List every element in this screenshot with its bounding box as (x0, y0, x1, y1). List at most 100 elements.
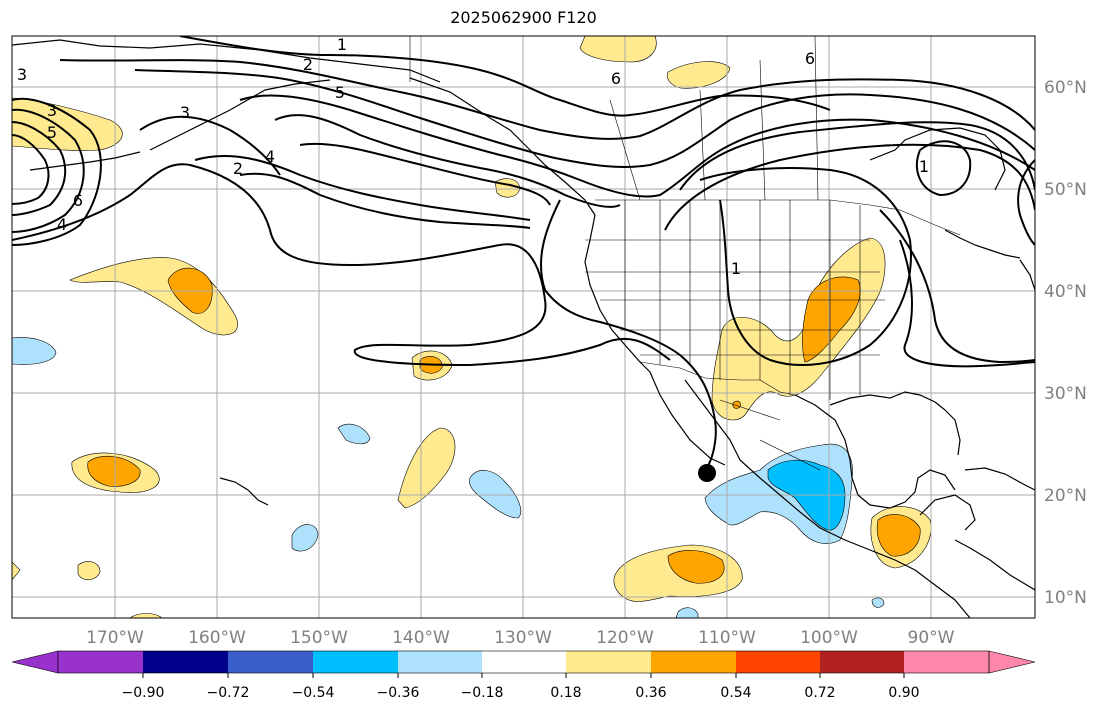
colorbar-ticks (142, 673, 905, 678)
colorbar-segment (313, 651, 398, 673)
political-borders (409, 36, 961, 471)
anomaly-positive-gulf-alaska-top (579, 36, 657, 63)
coast-great-lakes (944, 229, 1021, 259)
colorbar-segment (736, 651, 820, 673)
map-title: 2025062900 F120 (450, 8, 597, 27)
lat-label: 10°N (1044, 588, 1087, 608)
lon-label: 130°W (494, 628, 552, 648)
contour-label: 6 (611, 69, 621, 88)
contour-label: 4 (265, 147, 275, 166)
contour-nw-loop-6 (12, 134, 50, 205)
anomaly-positive-central-sub (397, 427, 456, 509)
border-us-mexico (639, 361, 796, 396)
lon-label: 170°W (86, 628, 144, 648)
contour-1-east-loop (915, 140, 972, 197)
colorbar-segment (651, 651, 736, 673)
contour-3-north (134, 69, 1035, 169)
coast-gulf-north (829, 391, 946, 411)
contour-label: 1 (919, 157, 929, 176)
colorbar-segment (58, 651, 143, 673)
coast-hudson-bay (869, 127, 1006, 191)
lon-label: 120°W (596, 628, 654, 648)
colorbar: −0.90 −0.72 −0.54 −0.36 −0.18 0.18 0.36 … (11, 650, 1036, 701)
coast-florida (944, 409, 961, 456)
colorbar-tick-label: −0.72 (207, 685, 250, 701)
colorbar-tick-label: 0.72 (804, 685, 835, 701)
anomaly-orange-epac (667, 550, 725, 584)
contour-6-north (299, 142, 551, 206)
contour-label: 5 (335, 83, 345, 102)
gridlines (12, 36, 1035, 618)
contour-nw-loop-5 (12, 121, 67, 216)
map-area: 1 2 3 3 5 6 4 2 4 3 5 6 6 1 1 (12, 35, 1035, 618)
contour-2-north (59, 59, 1035, 140)
contour-east-trough-right (879, 209, 1035, 364)
lat-label: 40°N (1044, 282, 1087, 302)
colorbar-segment (398, 651, 482, 673)
contour-nw-loop-4 (12, 108, 85, 233)
anomaly-positive-bc-coast (494, 178, 521, 198)
contour-2-lower (239, 172, 531, 229)
colorbar-segment (820, 651, 904, 673)
contour-1-high-loop (699, 167, 912, 366)
colorbar-segment (228, 651, 313, 673)
colorbar-frame (57, 650, 990, 674)
contour-1-trough (539, 199, 717, 471)
longitude-labels: 170°W 160°W 150°W 140°W 130°W 120°W 110°… (86, 628, 955, 648)
anomaly-positive-far-west-small (77, 561, 101, 581)
colorbar-tick-label: −0.90 (122, 685, 165, 701)
contour-east-right-bottom (899, 239, 1035, 368)
anomaly-orange-hawaii-west (87, 455, 141, 487)
colorbar-tick-label: −0.36 (377, 685, 420, 701)
anomaly-negative-hawaii-north (337, 423, 371, 445)
colorbar-segment (143, 651, 228, 673)
coast-cuba (964, 467, 1035, 491)
coast-mexico-west (684, 379, 971, 618)
anomaly-orange-gulf (876, 514, 921, 557)
lon-label: 150°W (290, 628, 348, 648)
contour-4-north (239, 94, 1035, 198)
lon-label: 160°W (188, 628, 246, 648)
contour-east-outer (679, 121, 1035, 191)
contour-label: 1 (337, 35, 347, 54)
coast-baja (649, 371, 726, 466)
lon-label: 110°W (698, 628, 756, 648)
coastlines (12, 39, 1035, 618)
contour-label: 3 (47, 101, 57, 120)
contour-label: 2 (233, 159, 243, 178)
coast-alaska-peninsula (149, 79, 331, 151)
anomaly-negative-far-west (12, 337, 57, 365)
contour-label: 1 (731, 259, 741, 278)
anomaly-negative-south-small (675, 607, 699, 618)
location-marker (698, 464, 716, 482)
anomaly-orange-gulf-california (732, 400, 741, 409)
colorbar-extend-left (11, 650, 59, 674)
anomaly-negative-central-america (871, 597, 885, 608)
contour-labels: 1 2 3 3 5 6 4 2 4 3 5 6 6 1 1 (17, 35, 929, 278)
contour-label: 2 (303, 55, 313, 74)
colorbar-tick-label: −0.18 (461, 685, 504, 701)
coast-central-america (954, 539, 1035, 591)
colorbar-tick-label: 0.18 (550, 685, 581, 701)
contour-label: 3 (180, 103, 190, 122)
latitude-labels: 60°N 50°N 40°N 30°N 20°N 10°N (1044, 78, 1087, 608)
coast-east-us (1019, 259, 1035, 291)
colorbar-segment (566, 651, 651, 673)
coast-aleutians (29, 151, 141, 171)
lon-label: 100°W (800, 628, 858, 648)
colorbar-segment (904, 651, 989, 673)
contour-2-loop (12, 163, 671, 367)
colorbar-tick-label: −0.54 (292, 685, 335, 701)
border-canada-provinces (609, 36, 819, 201)
lon-label: 90°W (908, 628, 955, 648)
coast-us-west (584, 214, 651, 373)
colorbar-extend-right (988, 650, 1036, 674)
map-frame (11, 35, 1036, 619)
anomaly-positive-yukon (666, 61, 731, 89)
contour-label: 5 (47, 123, 57, 142)
coast-alaska-north (12, 39, 441, 83)
border-us-canada (595, 199, 961, 236)
contour-3-lower (139, 115, 281, 176)
contour-5-north (274, 114, 621, 208)
colorbar-segment (482, 651, 566, 673)
